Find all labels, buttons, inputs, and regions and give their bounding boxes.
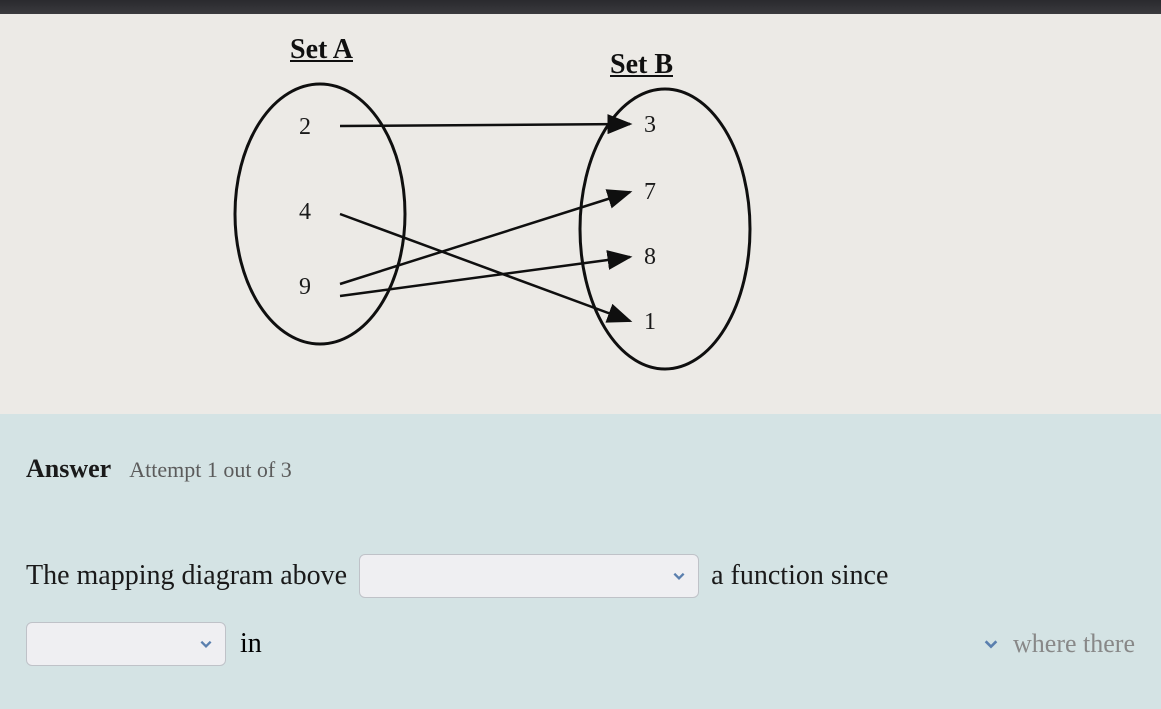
sentence-row-2: in where there [26,622,1135,666]
answer-label: Answer [26,454,111,484]
chevron-down-icon [672,569,686,583]
mapping-diagram-area: 2 4 9 3 7 8 1 Set A Set B [0,14,1161,414]
svg-text:3: 3 [644,112,656,138]
word-in: in [240,628,262,660]
svg-text:1: 1 [644,309,656,335]
sentence-row-1: The mapping diagram above a function sin… [26,554,1135,598]
set-b-label: Set B [610,49,673,81]
window-top-bar [0,0,1161,14]
dropdown-is-function[interactable] [359,554,699,598]
svg-text:7: 7 [644,179,656,205]
attempt-counter: Attempt 1 out of 3 [129,457,292,483]
sentence-mid: a function since [711,560,888,592]
chevron-down-icon [199,637,213,651]
mapping-diagram-svg: 2 4 9 3 7 8 1 [0,14,1161,414]
cutoff-text: where there [1013,629,1135,659]
answer-header: Answer Attempt 1 out of 3 [26,454,1135,484]
chevron-down-icon [983,636,999,652]
svg-text:8: 8 [644,244,656,270]
svg-text:9: 9 [299,274,311,300]
set-a-label: Set A [290,34,353,66]
svg-text:4: 4 [299,199,311,225]
sentence-prefix: The mapping diagram above [26,560,347,592]
answer-panel: Answer Attempt 1 out of 3 The mapping di… [0,414,1161,709]
dropdown-reason-1[interactable] [26,622,226,666]
svg-text:2: 2 [299,114,311,140]
